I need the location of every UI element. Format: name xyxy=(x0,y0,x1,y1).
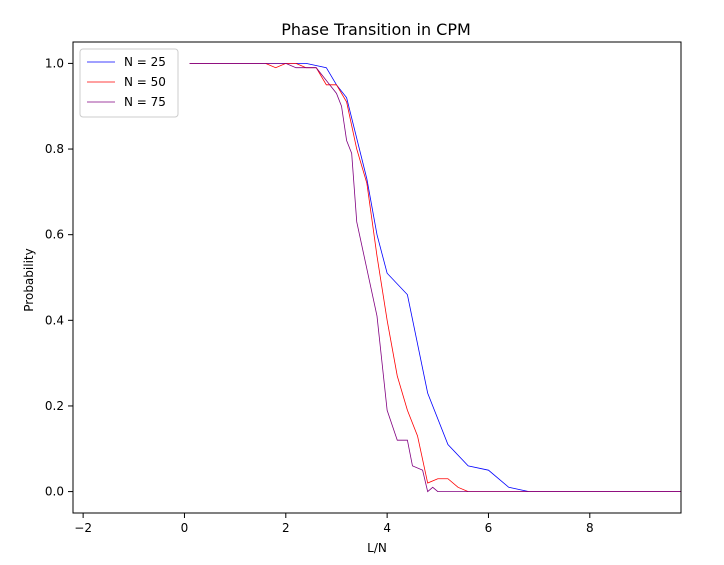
legend: N = 25 N = 50 N = 75 xyxy=(79,48,179,118)
legend-label: N = 75 xyxy=(124,95,166,109)
series-line-3 xyxy=(189,63,681,493)
x-tick-label: 2 xyxy=(282,521,290,535)
y-tick-label: 0.6 xyxy=(45,228,64,242)
legend-box xyxy=(79,48,179,118)
plot-lines xyxy=(189,63,681,493)
x-tick-label: 4 xyxy=(383,521,391,535)
x-axis-label: L/N xyxy=(367,541,387,555)
y-tick-label: 1.0 xyxy=(45,56,64,70)
y-tick-label: 0.8 xyxy=(45,142,64,156)
x-axis-ticks: −2 0 2 4 6 8 xyxy=(74,513,594,535)
series-line-1 xyxy=(189,63,681,492)
chart-title: Phase Transition in CPM xyxy=(281,20,471,39)
y-tick-label: 0.2 xyxy=(45,399,64,413)
y-axis-ticks: 0.0 0.2 0.4 0.6 0.8 1.0 xyxy=(45,56,73,499)
series-line-2 xyxy=(189,63,681,492)
x-tick-label: −2 xyxy=(74,521,92,535)
x-tick-label: 6 xyxy=(485,521,493,535)
plot-area-frame xyxy=(72,41,682,514)
legend-label: N = 25 xyxy=(124,55,166,69)
y-axis-label: Probability xyxy=(22,248,36,311)
legend-label: N = 50 xyxy=(124,75,166,89)
y-tick-label: 0.4 xyxy=(45,313,64,327)
x-tick-label: 0 xyxy=(181,521,189,535)
x-tick-label: 8 xyxy=(586,521,594,535)
y-tick-label: 0.0 xyxy=(45,485,64,499)
